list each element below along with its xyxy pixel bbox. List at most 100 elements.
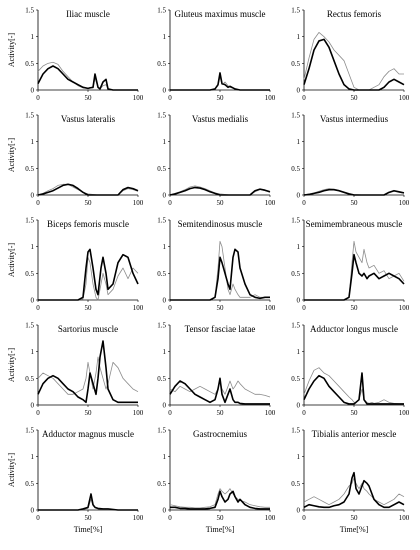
y-tick-label: 0.5	[291, 480, 300, 488]
x-tick-label: 50	[85, 514, 93, 522]
series-line-thin	[170, 76, 270, 91]
series-line-thin	[303, 367, 404, 405]
chart-title: Vastus intermedius	[320, 114, 389, 124]
chart-title: Gastrocnemius	[193, 429, 247, 439]
y-tick-label: 0.5	[291, 270, 300, 278]
chart-panel: Tensor fasciae latae 0 0.5 1 1.5 0 50 100	[157, 322, 276, 418]
x-tick-label: 50	[85, 199, 93, 207]
series-line-bold	[37, 65, 138, 91]
chart-panel: Iliac muscle 0 0.5 1 1.5 0 50 100 Activity[-]	[7, 7, 144, 103]
y-tick-label: 1	[297, 243, 301, 251]
y-tick-label: 1	[31, 33, 35, 41]
y-tick-label: 0.5	[25, 480, 34, 488]
y-tick-label: 1.5	[157, 7, 166, 15]
y-tick-label: 0	[31, 507, 35, 515]
y-tick-label: 0.5	[157, 60, 166, 68]
x-tick-label: 100	[133, 409, 144, 417]
y-tick-label: 0	[163, 507, 167, 515]
chart-panel: Tibialis anterior mescle 0 0.5 1 1.5 0 50 100 Ti…	[291, 427, 410, 535]
y-tick-label: 0	[297, 507, 301, 515]
x-tick-label: 0	[168, 199, 172, 207]
y-tick-label: 1	[163, 138, 167, 146]
series-line-thin	[304, 240, 405, 301]
series-line-thin	[169, 488, 270, 509]
chart-title: Tibialis anterior mescle	[312, 429, 397, 439]
x-tick-label: 0	[302, 304, 306, 312]
chart-panel: Semitendinosus muscle 0 0.5 1 1.5 0 50 100	[157, 217, 276, 313]
series-line-bold	[38, 248, 139, 301]
x-tick-label: 0	[36, 199, 40, 207]
y-tick-label: 1	[297, 348, 301, 356]
x-tick-label: 50	[351, 514, 359, 522]
chart-title: Gluteus maximus muscle	[175, 9, 266, 19]
x-tick-label: 50	[217, 304, 225, 312]
y-tick-label: 1.5	[157, 112, 166, 120]
chart-panel: Rectus femoris 0 0.5 1 1.5 0 50 100	[291, 7, 410, 103]
y-tick-label: 1	[297, 138, 301, 146]
x-tick-label: 50	[217, 409, 225, 417]
x-tick-label: 100	[133, 514, 144, 522]
x-axis-label: Time[%]	[206, 525, 235, 534]
series-line-thin	[169, 380, 271, 398]
y-tick-label: 1.5	[291, 112, 300, 120]
series-line-bold	[304, 253, 405, 301]
y-tick-label: 1.5	[25, 217, 34, 225]
y-tick-label: 0.5	[25, 60, 34, 68]
chart-panel: Vastus intermedius 0 0.5 1 1.5 0 50 100	[291, 112, 410, 208]
x-tick-label: 0	[302, 514, 306, 522]
x-tick-label: 50	[85, 409, 93, 417]
x-tick-label: 50	[85, 94, 93, 102]
x-axis-label: Time[%]	[74, 525, 103, 534]
y-tick-label: 0.5	[25, 165, 34, 173]
y-tick-label: 0.5	[157, 270, 166, 278]
chart-title: Biceps femoris muscle	[47, 219, 129, 229]
x-tick-label: 0	[36, 94, 40, 102]
y-tick-label: 0	[31, 402, 35, 410]
x-tick-label: 50	[217, 94, 225, 102]
series-line-bold	[170, 72, 270, 91]
x-tick-label: 100	[265, 304, 276, 312]
y-tick-label: 0	[163, 402, 167, 410]
y-tick-label: 1.5	[291, 7, 300, 15]
series-line-bold	[303, 471, 405, 509]
chart-title: Vastus medialis	[192, 114, 249, 124]
chart-title: Adductor longus muscle	[310, 324, 398, 334]
chart-panel: Gluteus maximus muscle 0 0.5 1 1.5 0 50 100	[157, 7, 276, 103]
series-line-thin	[303, 477, 405, 506]
x-tick-label: 50	[351, 94, 359, 102]
y-tick-label: 0	[297, 402, 301, 410]
chart-panel: Vastus lateralis 0 0.5 1 1.5 0 50 100 Activity[-…	[7, 112, 144, 208]
chart-title: Tensor fasciae latae	[185, 324, 256, 334]
y-tick-label: 0	[31, 192, 35, 200]
y-tick-label: 1	[31, 138, 35, 146]
chart-title: Semimembraneous muscle	[306, 219, 403, 229]
chart-panel: Biceps femoris muscle 0 0.5 1 1.5 0 50 100 Activ…	[7, 217, 144, 313]
x-tick-label: 100	[265, 94, 276, 102]
chart-title: Rectus femoris	[327, 9, 382, 19]
series-line-thin	[170, 240, 270, 301]
y-tick-label: 0.5	[157, 375, 166, 383]
series-line-bold	[170, 248, 270, 301]
y-tick-label: 1.5	[157, 322, 166, 330]
x-tick-label: 0	[36, 514, 40, 522]
x-axis-label: Time[%]	[340, 525, 369, 534]
x-tick-label: 50	[351, 199, 359, 207]
y-tick-label: 0.5	[25, 375, 34, 383]
y-tick-label: 1	[297, 33, 301, 41]
chart-title: Iliac muscle	[66, 9, 110, 19]
y-axis-label: Activity[-]	[7, 348, 16, 383]
y-tick-label: 0.5	[291, 60, 300, 68]
y-tick-label: 0.5	[157, 165, 166, 173]
y-tick-label: 1	[31, 348, 35, 356]
y-tick-label: 1.5	[157, 427, 166, 435]
series-line-bold	[38, 493, 138, 511]
x-tick-label: 50	[351, 304, 359, 312]
y-tick-label: 0.5	[291, 165, 300, 173]
x-tick-label: 100	[399, 199, 410, 207]
chart-title: Sartorius muscle	[58, 324, 118, 334]
x-tick-label: 100	[133, 199, 144, 207]
y-tick-label: 1.5	[157, 217, 166, 225]
y-axis-label: Activity[-]	[7, 453, 16, 488]
x-tick-label: 100	[399, 94, 410, 102]
